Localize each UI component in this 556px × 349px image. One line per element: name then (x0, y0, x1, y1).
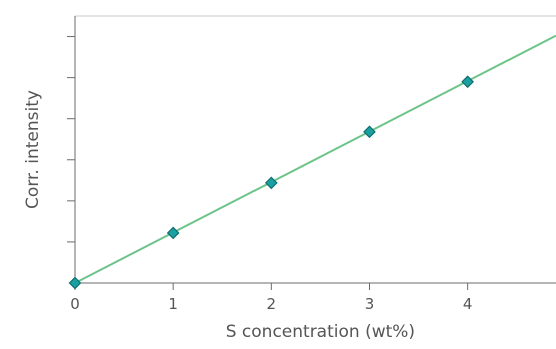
axes (67, 16, 556, 290)
x-axis-title: S concentration (wt%) (226, 322, 415, 342)
x-tick-label: 3 (365, 295, 375, 313)
data-point (264, 176, 278, 190)
x-tick-label: 4 (463, 295, 473, 313)
x-tick-label: 0 (70, 295, 80, 313)
x-tick-label: 2 (267, 295, 277, 313)
axis-labels: 0 1 2 3 4 S concentration (wt%) Corr. intensit… (23, 90, 472, 342)
fit-line (74, 34, 556, 284)
x-tick-label: 1 (168, 295, 178, 313)
data-points (68, 75, 475, 290)
fit-line-layer (74, 34, 556, 284)
data-point (68, 276, 82, 290)
data-point (363, 125, 376, 139)
data-point (461, 75, 475, 89)
data-point (166, 226, 180, 240)
y-axis-title: Corr. intensity (23, 90, 43, 209)
